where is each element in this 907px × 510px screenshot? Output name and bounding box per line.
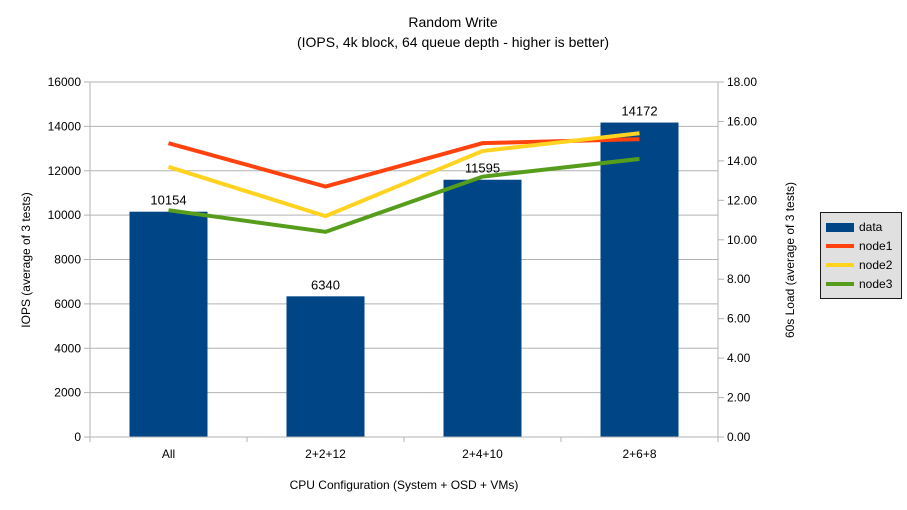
right-axis-title: 60s Load (average of 3 tests) bbox=[783, 182, 797, 338]
x-axis-title: CPU Configuration (System + OSD + VMs) bbox=[290, 478, 519, 492]
left-axis-tick-label: 4000 bbox=[54, 341, 81, 355]
left-axis-tick-label: 16000 bbox=[48, 75, 82, 89]
right-axis-tick-label: 18.00 bbox=[727, 75, 757, 89]
right-axis-tick-label: 8.00 bbox=[727, 272, 751, 286]
left-axis-tick-label: 2000 bbox=[54, 386, 81, 400]
chart-legend: data node1 node2 node3 bbox=[820, 212, 902, 299]
left-axis-tick-label: 10000 bbox=[48, 208, 82, 222]
right-axis-tick-label: 2.00 bbox=[727, 391, 751, 405]
left-axis-tick-label: 8000 bbox=[54, 253, 81, 267]
label-layer: 0 2000 4000 6000 8000 10000 12000 14000 16000 0.0… bbox=[48, 75, 758, 461]
line-series-node3 bbox=[168, 156, 640, 234]
chart-title: Random Write bbox=[408, 14, 497, 30]
legend-item-data: data bbox=[826, 220, 896, 234]
bar-2+2+12 bbox=[286, 296, 365, 437]
x-axis-tick-label: All bbox=[162, 447, 175, 461]
right-axis-tick-label: 14.00 bbox=[727, 154, 757, 168]
legend-item-node2: node2 bbox=[826, 258, 896, 272]
legend-label: node1 bbox=[859, 239, 893, 253]
bar-value-label: 14172 bbox=[621, 104, 657, 119]
bar-value-label: 10154 bbox=[150, 193, 186, 208]
right-axis-tick-label: 10.00 bbox=[727, 233, 757, 247]
legend-label: node2 bbox=[859, 258, 893, 272]
left-axis-tick-label: 0 bbox=[74, 430, 81, 444]
legend-marker-node2 bbox=[826, 263, 854, 267]
legend-marker-data bbox=[826, 222, 854, 232]
bar-value-label: 6340 bbox=[311, 277, 340, 292]
bar-All bbox=[129, 211, 208, 437]
right-axis-tick-label: 16.00 bbox=[727, 114, 757, 128]
legend-label: data bbox=[859, 220, 883, 234]
right-axis-tick-label: 6.00 bbox=[727, 312, 751, 326]
chart-subtitle: (IOPS, 4k block, 64 queue depth - higher… bbox=[297, 34, 609, 50]
bar-2+4+10 bbox=[443, 179, 522, 437]
x-axis-tick-label: 2+2+12 bbox=[305, 447, 346, 461]
legend-label: node3 bbox=[859, 277, 893, 291]
right-axis-tick-label: 12.00 bbox=[727, 193, 757, 207]
bar-layer bbox=[129, 122, 679, 437]
left-axis-tick-label: 14000 bbox=[48, 119, 82, 133]
line-series-node2 bbox=[167, 131, 640, 219]
left-axis-tick-label: 12000 bbox=[48, 164, 82, 178]
right-axis-tick-label: 0.00 bbox=[727, 430, 751, 444]
x-axis-tick-label: 2+4+10 bbox=[462, 447, 503, 461]
line-layer bbox=[167, 131, 640, 234]
bar-2+6+8 bbox=[600, 122, 679, 437]
left-axis-title: IOPS (average of 3 tests) bbox=[19, 192, 33, 327]
legend-marker-node3 bbox=[826, 282, 854, 286]
bar-value-label: 11595 bbox=[465, 161, 500, 176]
legend-item-node1: node1 bbox=[826, 239, 896, 253]
legend-marker-node1 bbox=[826, 244, 854, 248]
legend-item-node3: node3 bbox=[826, 277, 896, 291]
line-series-node1 bbox=[167, 137, 640, 189]
left-axis-tick-label: 6000 bbox=[54, 297, 81, 311]
axis-layer bbox=[84, 81, 724, 442]
right-axis-tick-label: 4.00 bbox=[727, 351, 751, 365]
x-axis-tick-label: 2+6+8 bbox=[622, 447, 656, 461]
